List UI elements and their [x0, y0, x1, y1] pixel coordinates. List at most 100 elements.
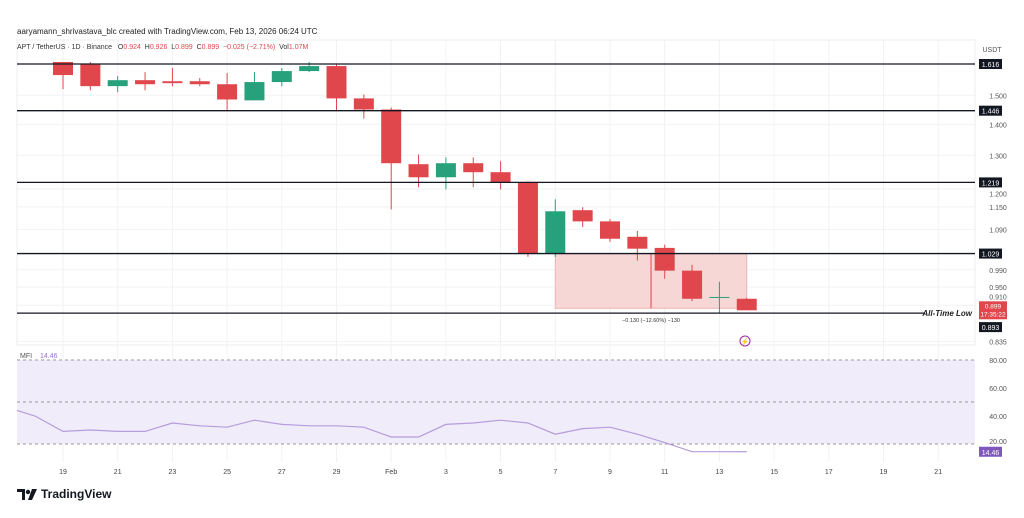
high-label: H — [144, 44, 150, 51]
mfi-tick-label: 20.00 — [989, 439, 1007, 446]
symbol-name[interactable]: APT / TetherUS · 1D · Binance — [17, 44, 113, 51]
candle-body — [353, 98, 374, 110]
low-value: 0.899 — [175, 44, 193, 51]
mfi-line — [16, 409, 747, 453]
candle-body — [80, 64, 101, 87]
close-label: C — [196, 44, 202, 51]
countdown-label: 17:35:22 — [980, 311, 1006, 318]
low-label: L — [171, 44, 176, 51]
price-tick-label: 1.090 — [989, 227, 1007, 234]
date-tick-label: 21 — [114, 469, 122, 476]
price-chart[interactable]: 1.500 1.400 1.300 1.200 1.150 1.090 0.990 0.950… — [0, 0, 1024, 480]
candle-body — [682, 270, 703, 299]
logo-text: TradingView — [41, 487, 112, 501]
level-price-label: 1.219 — [982, 180, 1000, 187]
mfi-title: MFI — [20, 353, 32, 360]
date-tick-label: 3 — [444, 469, 448, 476]
candle-body — [107, 80, 128, 87]
symbol-legend: APT / TetherUS · 1D · Binance O0.924 H0.… — [17, 44, 308, 51]
candle-body — [517, 182, 538, 254]
price-tick-label: 1.300 — [989, 153, 1007, 160]
date-tick-label: 17 — [825, 469, 833, 476]
candle-body — [217, 84, 238, 100]
volume-value: 1.07M — [288, 44, 309, 51]
date-tick-label: 15 — [770, 469, 778, 476]
candle-body — [244, 82, 265, 101]
candle-body — [490, 172, 511, 183]
price-tick-label: 0.990 — [989, 268, 1007, 275]
candle-body — [381, 109, 402, 164]
candle-body — [654, 247, 675, 271]
level-price-label: 1.029 — [982, 252, 1000, 259]
date-tick-label: 11 — [661, 469, 668, 476]
tradingview-logo[interactable]: TradingView — [17, 487, 111, 501]
date-tick-label: 9 — [608, 469, 612, 476]
candle-body — [135, 80, 156, 85]
candle-body — [271, 71, 292, 83]
change-value: −0.025 (−2.71%) — [223, 44, 276, 51]
mfi-tick-label: 60.00 — [989, 386, 1007, 393]
price-tick-label: 0.910 — [989, 294, 1007, 301]
open-value: 0.924 — [123, 44, 141, 51]
candle-body — [463, 163, 484, 173]
level-price-label: 1.616 — [982, 62, 1000, 69]
level-price-label: 0.893 — [982, 325, 1000, 332]
date-tick-label: 21 — [934, 469, 942, 476]
last-price-label: 0.899 — [985, 303, 1002, 310]
candle-body — [408, 164, 429, 178]
level-price-tag — [979, 177, 1002, 188]
price-tick-label: 0.835 — [989, 339, 1007, 346]
currency-label: USDT — [982, 47, 1002, 54]
date-tick-label: 23 — [169, 469, 177, 476]
candle-body — [627, 236, 648, 249]
tradingview-logo-icon — [17, 488, 37, 500]
candle-body — [326, 66, 347, 99]
candle-body — [162, 81, 183, 84]
chart-caption: aaryamann_shrivastava_blc created with T… — [17, 27, 318, 36]
date-tick-label: 5 — [499, 469, 503, 476]
mfi-value: 14.46 — [40, 353, 58, 360]
price-tick-label: 1.400 — [989, 122, 1007, 129]
level-price-tag — [979, 105, 1002, 116]
volume-label: Vol — [279, 44, 289, 51]
mfi-tick-label: 80.00 — [989, 358, 1007, 365]
mfi-band — [17, 360, 975, 444]
lightning-icon — [739, 335, 751, 347]
open-label: O — [117, 44, 124, 51]
close-value: 0.899 — [201, 44, 220, 51]
mfi-value-tag-label: 14.46 — [982, 450, 1000, 457]
level-price-tag — [979, 248, 1002, 259]
date-tick-label: Feb — [385, 469, 397, 476]
price-tick-label: 1.500 — [989, 93, 1007, 100]
candle-body — [435, 163, 456, 178]
date-tick-label: 19 — [880, 469, 888, 476]
date-tick-label: 25 — [223, 469, 231, 476]
level-price-tag — [979, 59, 1002, 69]
date-tick-label: 13 — [716, 469, 724, 476]
candle-body — [189, 81, 210, 85]
date-tick-label: 7 — [553, 469, 557, 476]
candle-body — [53, 62, 73, 76]
measure-label: −0.130 (−12.60%) −130 — [622, 318, 680, 324]
last-price-tag — [979, 301, 1007, 320]
high-value: 0.926 — [149, 44, 168, 51]
date-tick-label: 29 — [333, 469, 341, 476]
candle-body — [600, 221, 620, 239]
candle-body — [572, 210, 593, 222]
price-tick-label: 0.950 — [989, 285, 1007, 292]
candle-body — [736, 298, 757, 311]
lightning-glyph: ⚡ — [741, 337, 750, 346]
mfi-tick-label: 40.00 — [989, 414, 1007, 421]
price-tick-label: 1.150 — [989, 205, 1007, 212]
price-pane — [16, 39, 976, 346]
price-tick-label: 1.200 — [989, 191, 1007, 198]
candle-body — [709, 296, 730, 298]
date-tick-label: 19 — [59, 469, 67, 476]
level-price-tag — [979, 322, 1002, 333]
candle-body — [299, 66, 320, 72]
candle-body — [545, 211, 566, 254]
level-price-label: 1.446 — [982, 109, 1000, 116]
date-tick-label: 27 — [278, 469, 286, 476]
mfi-value-tag — [979, 446, 1002, 457]
all-time-low-label: All-Time Low — [921, 309, 972, 318]
